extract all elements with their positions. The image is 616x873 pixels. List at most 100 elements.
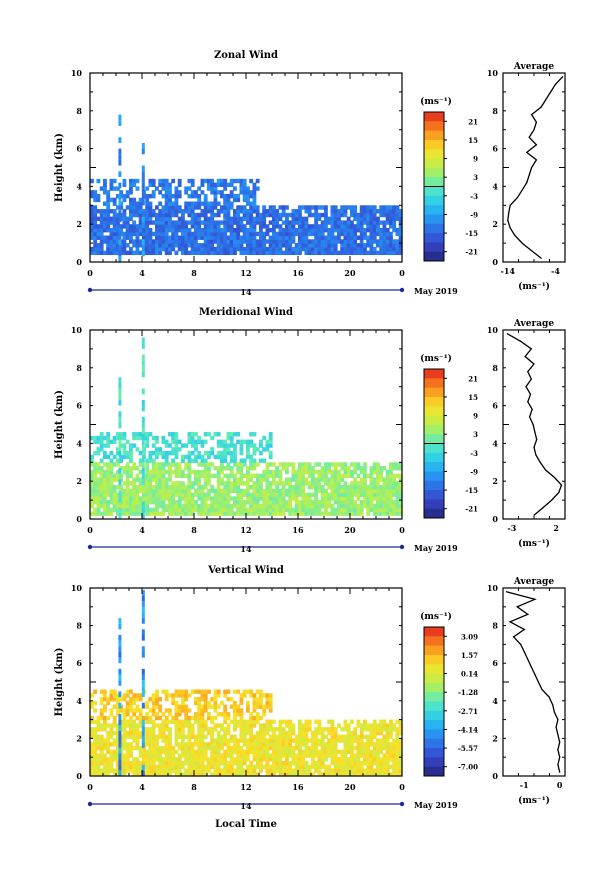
heatmap-cell (103, 182, 107, 187)
heatmap-cell (314, 727, 319, 732)
heatmap-cell (333, 753, 338, 758)
heatmap-cell (398, 466, 403, 471)
heatmap-cell (291, 723, 296, 728)
heatmap-cell (168, 186, 172, 191)
heatmap-cell (155, 503, 159, 509)
heatmap-cell (317, 239, 322, 244)
heatmap-cell (164, 227, 169, 233)
heatmap-cell (220, 760, 224, 766)
heatmap-cell (96, 764, 101, 770)
heatmap-cell (311, 734, 315, 739)
heatmap-cell (233, 250, 237, 256)
heatmap-cell (210, 447, 215, 452)
heatmap-cell (190, 201, 195, 206)
heatmap-cell (398, 488, 403, 494)
heatmap-cell (259, 227, 263, 233)
heatmap-cell (129, 742, 133, 747)
heatmap-cell (259, 250, 263, 256)
heatmap-streak-cell (118, 490, 122, 497)
heatmap-cell (262, 734, 267, 739)
heatmap-cell (298, 723, 302, 728)
heatmap-cell (155, 712, 159, 717)
heatmap-cell (135, 738, 140, 743)
heatmap-cell (174, 723, 179, 728)
heatmap-cell (200, 727, 205, 732)
heatmap-cell (203, 727, 208, 732)
heatmap-cell (151, 220, 156, 225)
day-label: 14 (240, 287, 252, 297)
heatmap-cell (168, 730, 172, 736)
heatmap-cell (119, 503, 124, 509)
heatmap-cell (398, 209, 403, 214)
colorbar-segment (424, 223, 444, 234)
heatmap-cell (327, 466, 332, 471)
heatmap-cell (125, 760, 130, 766)
heatmap-cell (203, 503, 208, 509)
heatmap-cell (207, 503, 211, 509)
heatmap-cell (226, 730, 231, 736)
heatmap-cell (317, 723, 322, 728)
heatmap-cell (249, 742, 254, 747)
heatmap-cell (301, 760, 306, 766)
profile-point (523, 651, 525, 653)
heatmap-cell (307, 250, 312, 256)
heatmap-cell (106, 473, 111, 479)
heatmap-cell (197, 201, 202, 206)
heatmap-cell (171, 235, 176, 240)
heatmap-cell (109, 511, 114, 516)
heatmap-cell (210, 216, 215, 222)
heatmap-cell (392, 500, 397, 505)
heatmap-cell (96, 209, 101, 214)
heatmap-cell (246, 700, 250, 706)
heatmap-cell (135, 224, 140, 229)
heatmap-cell (333, 250, 338, 256)
heatmap-cell (298, 757, 302, 762)
heatmap-cell (369, 473, 374, 479)
heatmap-cell (372, 734, 377, 739)
heatmap-cell (246, 723, 250, 728)
heatmap-cell (330, 481, 335, 486)
heatmap-cell (207, 182, 211, 187)
heatmap-cell (181, 697, 185, 702)
heatmap-cell (359, 511, 364, 516)
heatmap-cell (376, 224, 380, 229)
heatmap-cell (190, 239, 195, 244)
heatmap-cell (164, 439, 169, 444)
heatmap-cell (122, 723, 127, 728)
heatmap-cell (376, 216, 380, 222)
heatmap-cell (203, 450, 208, 456)
heatmap-cell (275, 492, 280, 497)
heatmap-cell (311, 239, 315, 244)
heatmap-cell (350, 760, 354, 766)
heatmap-cell (151, 768, 156, 773)
heatmap-cell (171, 481, 176, 486)
heatmap-cell (116, 507, 120, 513)
heatmap-cell (184, 246, 189, 252)
heatmap-cell (161, 760, 166, 766)
heatmap-cell (304, 220, 309, 225)
heatmap-cell (385, 500, 390, 505)
heatmap-cell (398, 227, 403, 233)
heatmap-cell (190, 772, 195, 777)
heatmap-cell (392, 239, 397, 244)
heatmap-cell (382, 742, 387, 747)
heatmap-cell (281, 507, 286, 513)
heatmap-cell (213, 511, 218, 516)
heatmap-cell (168, 443, 172, 448)
heatmap-cell (90, 212, 94, 218)
heatmap-cell (346, 500, 351, 505)
heatmap-cell (298, 235, 302, 240)
heatmap-cell (317, 477, 322, 482)
heatmap-cell (249, 730, 254, 736)
heatmap-cell (311, 250, 315, 256)
heatmap-cell (161, 473, 166, 479)
heatmap-cell (132, 764, 137, 770)
heatmap-cell (135, 723, 140, 728)
heatmap-cell (324, 511, 328, 516)
heatmap-cell (223, 227, 228, 233)
heatmap-cell (103, 492, 107, 497)
y-axis-label: Height (km) (54, 648, 65, 717)
heatmap-cell (112, 235, 117, 240)
heatmap-cell (259, 738, 263, 743)
heatmap-cell (177, 723, 182, 728)
